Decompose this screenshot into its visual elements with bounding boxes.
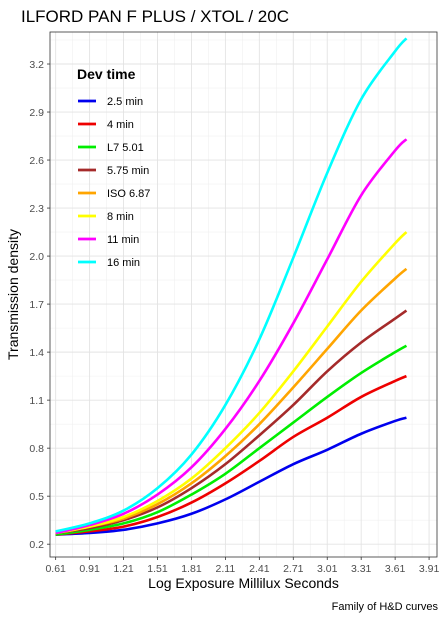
y-tick-label: 1.4 — [29, 347, 44, 359]
y-axis-ticks: 0.2 0.5 0.8 1.1 1.4 1.7 2.0 2.3 2.6 2.9 3.2 — [29, 59, 50, 551]
legend-title: Dev time — [77, 66, 136, 82]
x-tick-label: 2.41 — [249, 563, 270, 575]
series-line — [55, 37, 408, 533]
series-line — [55, 374, 407, 536]
legend-label: 4 min — [107, 119, 134, 131]
y-tick-label: 0.8 — [29, 443, 44, 455]
x-tick-label: 1.81 — [181, 563, 202, 575]
series-line — [55, 416, 407, 536]
x-tick-label: 3.31 — [351, 563, 372, 575]
y-tick-label: 2.0 — [29, 251, 44, 263]
plot-panel-border — [49, 31, 438, 558]
y-tick-label: 1.7 — [29, 299, 44, 311]
legend-label: L7 5.01 — [107, 142, 144, 154]
y-tick-label: 2.6 — [29, 155, 44, 167]
x-axis-ticks: 0.61 0.91 1.21 1.51 1.81 2.11 2.41 2.71 3.01 3.31… — [45, 557, 439, 575]
legend-label: 16 min — [107, 257, 140, 269]
series-line — [55, 138, 408, 535]
x-tick-label: 1.21 — [113, 563, 134, 575]
y-axis-title: Transmission density — [5, 229, 21, 360]
y-tick-label: 2.9 — [29, 107, 44, 119]
x-tick-label: 3.91 — [419, 563, 440, 575]
y-tick-label: 0.2 — [29, 539, 44, 551]
y-tick-label: 0.5 — [29, 491, 44, 503]
x-tick-label: 3.61 — [385, 563, 406, 575]
legend: Dev time 2.5 min 4 min L7 5.01 5.75 min ISO … — [77, 66, 150, 269]
plot-panel — [50, 32, 437, 557]
legend-label: ISO 6.87 — [107, 188, 150, 200]
legend-label: 2.5 min — [107, 96, 143, 108]
legend-label: 8 min — [107, 211, 134, 223]
x-tick-label: 0.91 — [79, 563, 100, 575]
x-tick-label: 1.51 — [147, 563, 168, 575]
y-tick-label: 3.2 — [29, 59, 44, 71]
series-line — [55, 267, 408, 535]
series-line — [55, 344, 408, 536]
chart-title: ILFORD PAN F PLUS / XTOL / 20C — [21, 7, 289, 26]
x-tick-label: 2.11 — [216, 563, 236, 575]
y-tick-label: 1.1 — [29, 395, 44, 407]
minor-gridlines — [50, 32, 437, 557]
x-tick-label: 2.71 — [283, 563, 304, 575]
legend-items: 2.5 min 4 min L7 5.01 5.75 min ISO 6.87 8 min… — [78, 96, 150, 269]
legend-label: 5.75 min — [107, 165, 149, 177]
series-lines — [55, 37, 408, 536]
x-tick-label: 3.01 — [317, 563, 338, 575]
x-axis-title: Log Exposure Millilux Seconds — [148, 575, 339, 591]
legend-label: 11 min — [107, 234, 139, 246]
series-line — [55, 309, 408, 535]
chart-caption: Family of H&D curves — [332, 601, 439, 613]
y-tick-label: 2.3 — [29, 203, 44, 215]
series-line — [55, 231, 408, 535]
major-gridlines — [50, 32, 437, 557]
x-tick-label: 0.61 — [45, 563, 66, 575]
